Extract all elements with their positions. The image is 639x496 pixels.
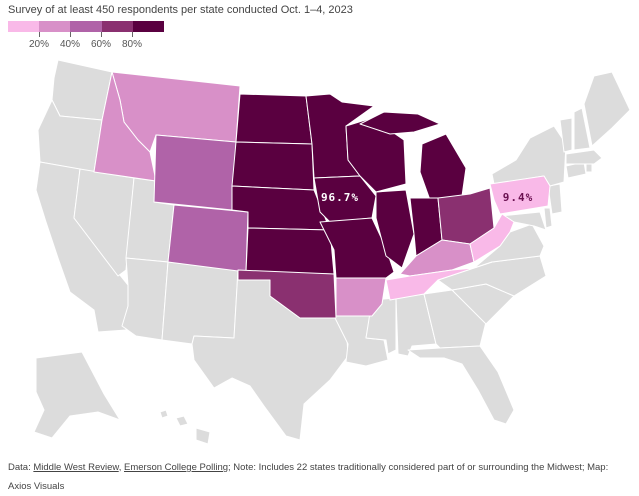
state-idaho bbox=[93, 71, 157, 182]
legend-label-80: 80% bbox=[121, 39, 143, 50]
state-tennessee bbox=[385, 261, 493, 301]
legend-ticks: 20% 40% 60% 80% bbox=[8, 32, 164, 50]
legend-swatch-3 bbox=[70, 21, 102, 32]
state-kansas bbox=[245, 227, 335, 275]
state-delaware bbox=[543, 207, 553, 229]
legend-tick-40 bbox=[70, 32, 71, 37]
state-wyoming bbox=[153, 134, 237, 211]
legend-swatch-5 bbox=[132, 21, 165, 32]
legend-swatch-2 bbox=[39, 21, 71, 32]
legend-label-20: 20% bbox=[28, 39, 50, 50]
source-note-text: ; Note: Includes 22 states traditionally… bbox=[228, 462, 609, 473]
state-illinois bbox=[375, 189, 415, 269]
state-arizona bbox=[121, 257, 169, 341]
legend-swatch-4 bbox=[101, 21, 133, 32]
legend-tick-60 bbox=[101, 32, 102, 37]
source-link-emerson-college-polling[interactable]: Emerson College Polling bbox=[124, 462, 229, 473]
legend-swatch-1 bbox=[8, 21, 40, 32]
state-vermont bbox=[559, 117, 573, 153]
us-map: 96.7% 9.4% bbox=[33, 59, 631, 445]
source-note: Data: Middle West Review, Emerson Colleg… bbox=[8, 458, 628, 496]
state-missouri bbox=[319, 217, 395, 279]
state-oklahoma bbox=[237, 269, 337, 319]
state-maine bbox=[583, 71, 631, 147]
legend: 20% 40% 60% 80% bbox=[8, 21, 165, 54]
state-new-hampshire bbox=[573, 107, 591, 151]
state-arkansas bbox=[335, 277, 387, 317]
state-colorado bbox=[167, 204, 249, 273]
state-new-mexico bbox=[161, 261, 239, 345]
state-massachusetts bbox=[565, 149, 603, 165]
state-south-dakota bbox=[231, 141, 315, 191]
state-florida bbox=[407, 345, 515, 425]
chart-subtitle: Survey of at least 450 respondents per s… bbox=[8, 4, 353, 16]
state-michigan-lower bbox=[419, 133, 467, 201]
legend-tick-20 bbox=[39, 32, 40, 37]
state-alaska bbox=[33, 351, 121, 439]
iowa-value-label: 96.7% bbox=[321, 191, 359, 204]
legend-tick-80 bbox=[132, 32, 133, 37]
state-pennsylvania bbox=[489, 175, 551, 215]
source-link-middle-west-review[interactable]: Middle West Review bbox=[33, 462, 119, 473]
state-michigan-upper bbox=[359, 111, 441, 135]
legend-label-60: 60% bbox=[90, 39, 112, 50]
source-separator: , bbox=[118, 462, 124, 473]
lake-michigan bbox=[404, 134, 420, 196]
source-credit: Axios Visuals bbox=[8, 481, 65, 492]
legend-bar bbox=[8, 21, 165, 32]
state-new-york bbox=[491, 125, 567, 187]
legend-label-40: 40% bbox=[59, 39, 81, 50]
pennsylvania-value-label: 9.4% bbox=[503, 191, 534, 204]
source-prefix: Data: bbox=[8, 462, 34, 473]
state-hawaii bbox=[159, 409, 211, 445]
state-north-dakota bbox=[235, 93, 313, 145]
state-washington bbox=[51, 59, 113, 121]
state-west-virginia bbox=[469, 213, 515, 263]
